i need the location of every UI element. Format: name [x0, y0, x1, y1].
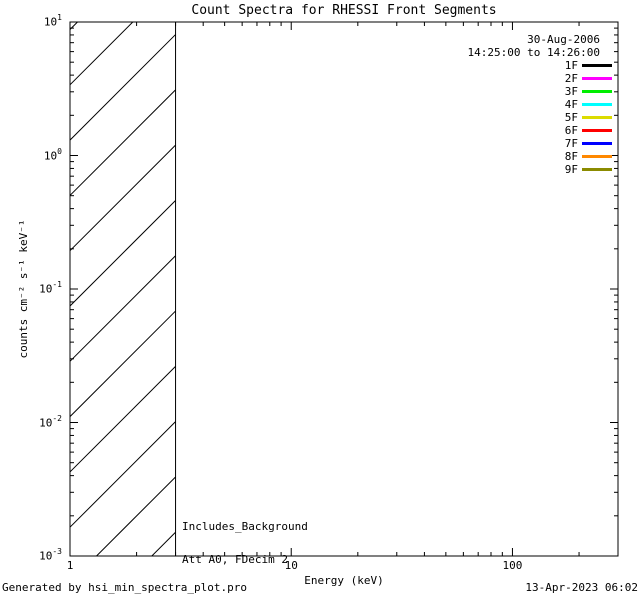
annotation-attenuator-note: Att A0, FDecim 2 [182, 553, 288, 566]
legend-item: 4F [468, 98, 612, 111]
legend: 30-Aug-2006 14:25:00 to 14:26:00 1F 2F 3… [468, 33, 612, 176]
y-tick-label: 10-3 [39, 547, 62, 563]
legend-item-label: 3F [564, 85, 578, 98]
plot-annotations: Includes_Background Att A0, FDecim 2 [182, 499, 308, 587]
generation-timestamp: 13-Apr-2023 06:02 [525, 581, 638, 594]
legend-color-line [582, 155, 612, 158]
y-tick-label: 100 [43, 146, 62, 163]
legend-date: 30-Aug-2006 [527, 33, 600, 46]
annotation-background-note: Includes_Background [182, 520, 308, 533]
legend-item: 5F [468, 111, 612, 124]
legend-color-line [582, 103, 612, 106]
x-tick-label: 10 [284, 559, 298, 572]
legend-color-line [582, 77, 612, 80]
legend-item-label: 5F [564, 111, 578, 124]
legend-item-label: 2F [564, 72, 578, 85]
legend-item: 1F [468, 59, 612, 72]
chart-title: Count Spectra for RHESSI Front Segments [191, 3, 497, 18]
legend-color-line [582, 129, 612, 132]
legend-item-label: 4F [564, 98, 578, 111]
legend-color-line [582, 168, 612, 171]
legend-color-line [582, 90, 612, 93]
legend-item: 8F [468, 150, 612, 163]
legend-color-line [582, 116, 612, 119]
legend-item: 3F [468, 85, 612, 98]
legend-item: 2F [468, 72, 612, 85]
legend-color-line [582, 142, 612, 145]
legend-item-label: 6F [564, 124, 578, 137]
x-axis-label: Energy (keV) [304, 574, 384, 587]
generated-by-text: Generated by hsi_min_spectra_plot.pro [2, 581, 248, 594]
legend-time-range: 14:25:00 to 14:26:00 [467, 46, 600, 59]
legend-item: 7F [468, 137, 612, 150]
y-axis-label: counts cm⁻² s⁻¹ keV⁻¹ [17, 219, 30, 359]
x-tick-label: 100 [502, 559, 523, 572]
legend-item: 9F [468, 163, 612, 176]
x-tick-label: 1 [66, 559, 74, 572]
legend-item: 6F [468, 124, 612, 137]
y-tick-label: 101 [43, 13, 62, 29]
y-tick-label: 10-1 [39, 280, 62, 296]
legend-item-label: 9F [564, 163, 578, 176]
legend-item-label: 1F [564, 59, 578, 72]
legend-color-line [582, 64, 612, 67]
y-tick-label: 10-2 [39, 413, 62, 430]
legend-item-label: 8F [564, 150, 578, 163]
legend-item-label: 7F [564, 137, 578, 150]
